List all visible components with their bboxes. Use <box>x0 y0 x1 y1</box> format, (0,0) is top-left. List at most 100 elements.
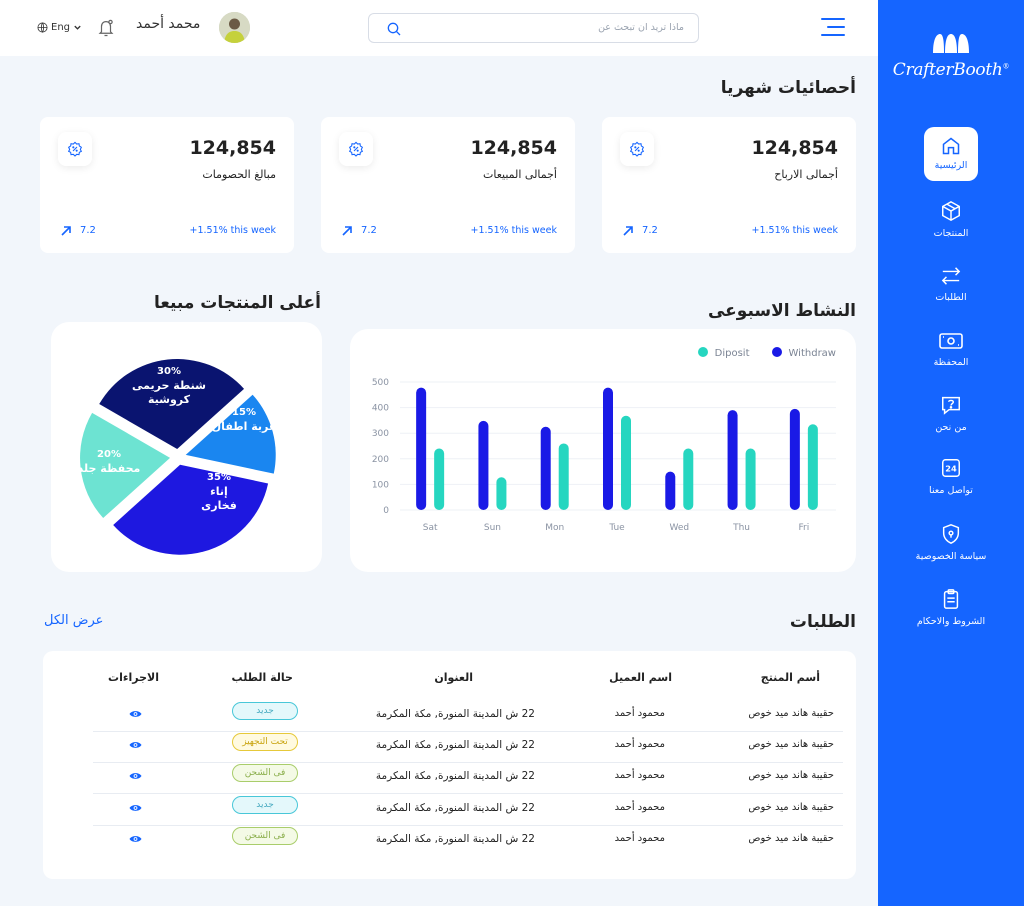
sidebar: CrafterBooth® الرئيسية المنتجات الطلبات … <box>878 0 1024 906</box>
stat-icon-box <box>58 132 92 166</box>
stat-icon-box <box>339 132 373 166</box>
cell-address: 22 ش المدينة المنورة, مكة المكرمة <box>375 802 535 814</box>
bar-withdraw-fri <box>789 408 800 510</box>
top-header: ماذا تريد ان تبحث عن محمد أحمد Eng <box>0 0 878 56</box>
globe-icon <box>37 22 48 33</box>
row-divider <box>93 731 843 732</box>
badge-percent-icon <box>348 141 364 157</box>
eye-icon[interactable] <box>129 709 142 719</box>
stat-week-change: +1.51% this week <box>751 225 838 236</box>
sidebar-item-products[interactable]: المنتجات <box>878 200 1024 239</box>
cell-product: حقيبة هاند ميد خوص <box>748 833 834 844</box>
sidebar-item-wallet[interactable]: المحفظة <box>878 331 1024 368</box>
sidebar-item-contact[interactable]: 24 تواصل معنا <box>878 457 1024 496</box>
sidebar-item-about[interactable]: من نحن <box>878 394 1024 433</box>
stat-change: 7.2 <box>80 225 96 236</box>
sidebar-item-orders[interactable]: الطلبات <box>878 266 1024 303</box>
cell-customer: محمود أحمد <box>614 739 665 750</box>
cell-customer: محمود أحمد <box>614 833 665 844</box>
badge-percent-icon <box>629 141 645 157</box>
pie-slice <box>113 464 269 555</box>
stat-change: 7.2 <box>361 225 377 236</box>
top-products-title: أعلى المنتجات مبيعا <box>153 293 321 313</box>
stat-label: أجمالى الارباح <box>774 168 838 181</box>
cell-product: حقيبة هاند ميد خوص <box>748 770 834 781</box>
eye-icon[interactable] <box>129 803 142 813</box>
pie-slice-label: عربة اطفال <box>212 420 277 433</box>
stat-card-discounts: 124,854 مبالغ الحصومات 7.2 +1.51% this w… <box>40 117 294 253</box>
search-box[interactable]: ماذا تريد ان تبحث عن <box>368 13 699 43</box>
legend-label: Diposit <box>714 348 750 359</box>
logo-mark-icon <box>933 34 969 53</box>
pie-slice-label: كروشية <box>148 393 191 406</box>
wallet-icon <box>939 333 963 349</box>
bar-diposit-mon <box>558 443 569 510</box>
column-header-actions: الاجراءات <box>108 671 159 684</box>
stat-value: 124,854 <box>189 137 276 159</box>
pie-percent-label: 35% <box>207 472 231 483</box>
pie-percent-label: 30% <box>157 366 181 377</box>
view-all-link[interactable]: عرض الكل <box>44 613 104 628</box>
top-products-panel: 30% شنطة حريمى كروشية 15% عربة اطفال 35% إناء ف… <box>51 322 322 572</box>
search-icon[interactable] <box>386 21 402 37</box>
brand-logo[interactable]: CrafterBooth® <box>878 32 1024 80</box>
x-tick-label: Tue <box>608 523 625 533</box>
user-name[interactable]: محمد أحمد <box>136 16 201 32</box>
bell-icon[interactable] <box>97 18 115 38</box>
sidebar-item-label: الرئيسية <box>934 160 968 171</box>
sidebar-item-label: الطلبات <box>935 292 967 303</box>
x-tick-label: Wed <box>669 523 689 533</box>
sidebar-item-label: الشروط والاحكام <box>916 616 986 627</box>
row-divider <box>93 762 843 763</box>
status-badge: جديد <box>232 702 298 720</box>
badge-percent-icon <box>67 141 83 157</box>
bar-withdraw-sat <box>416 387 427 510</box>
legend-item-diposit[interactable]: Diposit <box>697 347 750 359</box>
eye-icon[interactable] <box>129 771 142 781</box>
sidebar-item-privacy[interactable]: سياسة الخصوصية <box>878 523 1024 562</box>
row-divider <box>93 793 843 794</box>
weekly-bar-chart: 0 100 200 300 400 500 Sat Sun Mon Tue Wed Thu Fri <box>372 378 836 533</box>
sidebar-item-label: تواصل معنا <box>929 485 973 496</box>
pie-percent-label: 20% <box>97 449 121 460</box>
x-tick-label: Sun <box>484 523 501 533</box>
language-label: Eng <box>51 22 71 33</box>
bar-withdraw-sun <box>478 420 489 510</box>
x-tick-label: Mon <box>545 523 564 533</box>
pie-slice-label: محفظة جلد <box>78 462 141 475</box>
cell-customer: محمود أحمد <box>614 770 665 781</box>
eye-icon[interactable] <box>129 834 142 844</box>
sidebar-item-terms[interactable]: الشروط والاحكام <box>878 588 1024 627</box>
home-icon <box>942 137 960 155</box>
shield-icon <box>942 524 960 544</box>
sidebar-item-label: سياسة الخصوصية <box>915 551 987 562</box>
bar-diposit-wed <box>683 448 694 510</box>
menu-icon[interactable] <box>821 17 845 37</box>
stat-change: 7.2 <box>642 225 658 236</box>
cell-address: 22 ش المدينة المنورة, مكة المكرمة <box>375 739 535 751</box>
bar-diposit-sun <box>496 477 507 510</box>
legend-item-withdraw[interactable]: Withdraw <box>771 347 836 359</box>
stat-card-profit: 124,854 أجمالى الارباح 7.2 +1.51% this w… <box>602 117 856 253</box>
monthly-stats-title: أحصائيات شهريا <box>720 78 856 98</box>
weekly-activity-title: النشاط الاسبوعى <box>707 301 856 321</box>
box-icon <box>942 200 960 222</box>
cell-customer: محمود أحمد <box>614 802 665 813</box>
search-input[interactable]: ماذا تريد ان تبحث عن <box>598 22 684 33</box>
trend-up-icon <box>61 226 71 236</box>
sidebar-item-home[interactable]: الرئيسية <box>878 127 1024 181</box>
chart-legend: Diposit Withdraw <box>697 347 836 359</box>
status-badge: جديد <box>232 796 298 814</box>
column-header-customer: اسم العميل <box>609 671 672 684</box>
stat-value: 124,854 <box>751 137 838 159</box>
y-tick-label: 200 <box>372 455 389 465</box>
eye-icon[interactable] <box>129 740 142 750</box>
bar-withdraw-thu <box>727 410 738 510</box>
language-selector[interactable]: Eng <box>37 22 82 33</box>
avatar[interactable] <box>219 12 250 43</box>
y-tick-label: 100 <box>372 480 389 490</box>
orders-title: الطلبات <box>789 612 856 632</box>
weekly-chart-panel: Diposit Withdraw 0 100 200 300 400 500 Sat Sun M… <box>350 329 856 572</box>
sidebar-item-label: من نحن <box>935 422 967 433</box>
stat-week-change: +1.51% this week <box>470 225 557 236</box>
